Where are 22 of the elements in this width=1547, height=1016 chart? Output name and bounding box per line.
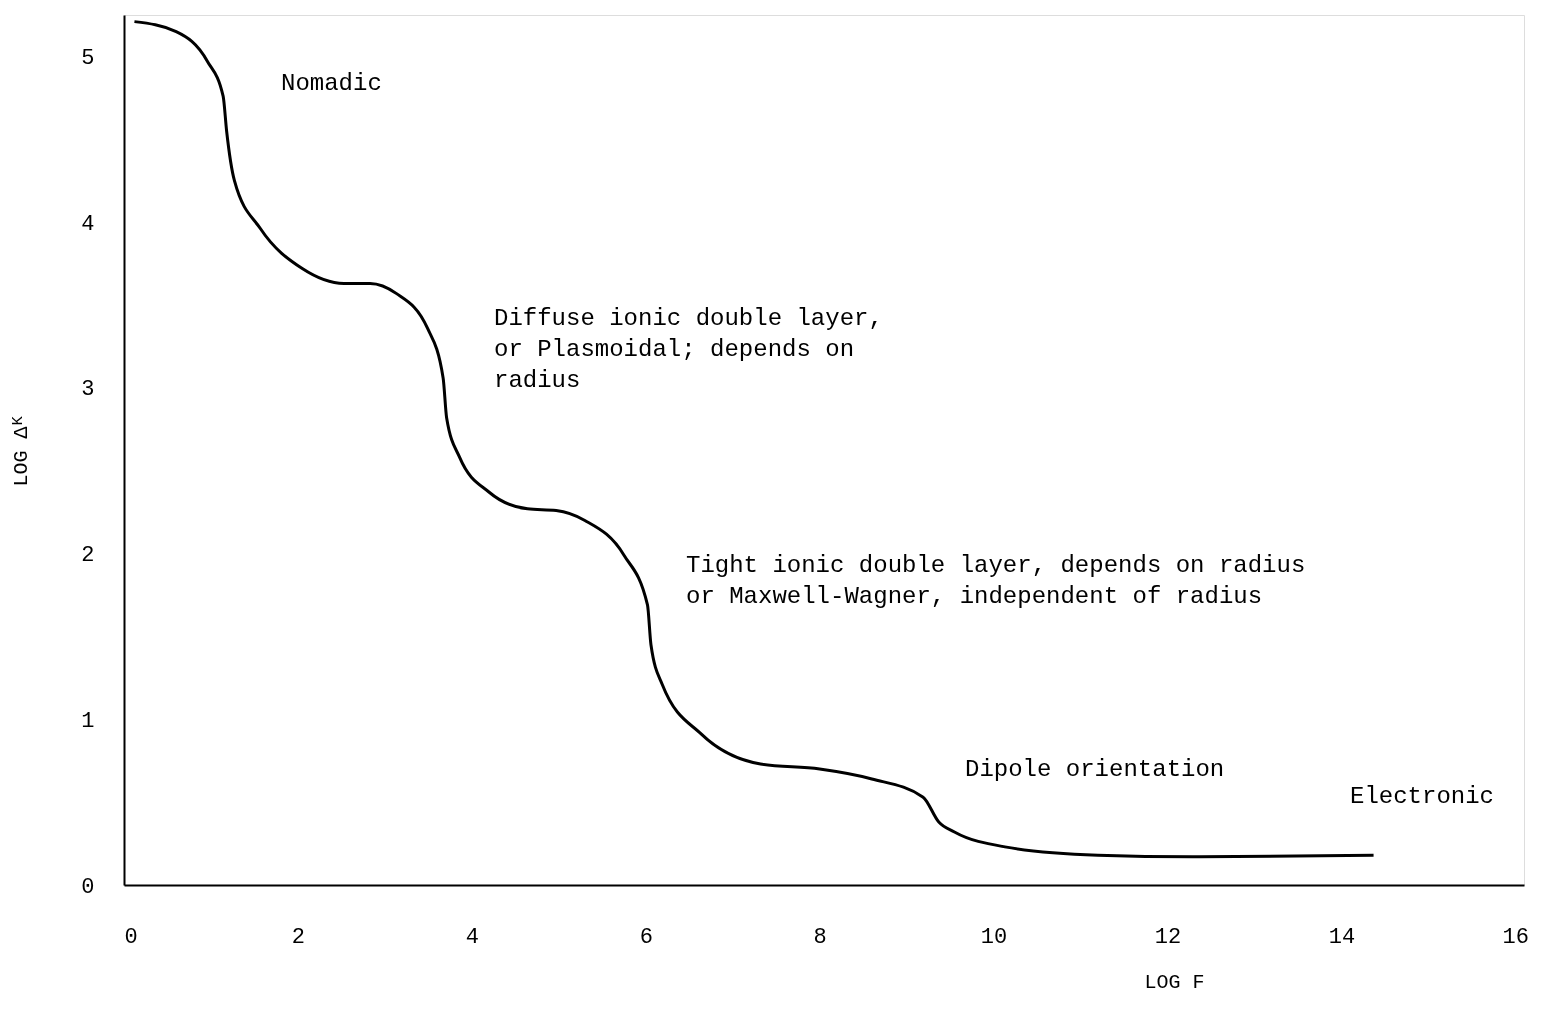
x-tick-label: 4 [465,924,479,950]
x-tick-label: 8 [813,924,827,950]
x-tick-label: 16 [1502,924,1530,950]
y-tick-label: 5 [81,45,95,71]
x-tick-label: 0 [124,924,138,950]
y-tick-label: 3 [81,377,95,403]
annotation: Tight ionic double layer, depends on radius or Maxwell-Wagner, independent of radius [686,552,1306,610]
y-axis-title: LOG Δᴷ [10,414,34,487]
x-tick-label: 6 [639,924,653,950]
y-tick-label: 4 [81,211,95,237]
y-tick-label: 2 [81,543,95,569]
x-tick-label: 12 [1154,924,1182,950]
x-axis-title: LOG F [1144,970,1205,994]
y-tick-label: 1 [81,708,95,734]
annotation: Nomadic [281,70,382,97]
x-tick-label: 14 [1328,924,1356,950]
annotation: Electronic [1350,783,1495,810]
annotation: Diffuse ionic double layer, or Plasmoidal; depends on radius [494,305,883,394]
x-tick-label: 2 [291,924,306,950]
annotation: Dipole orientation [965,756,1225,783]
y-tick-label: 0 [81,874,95,900]
x-tick-label: 10 [980,924,1008,950]
